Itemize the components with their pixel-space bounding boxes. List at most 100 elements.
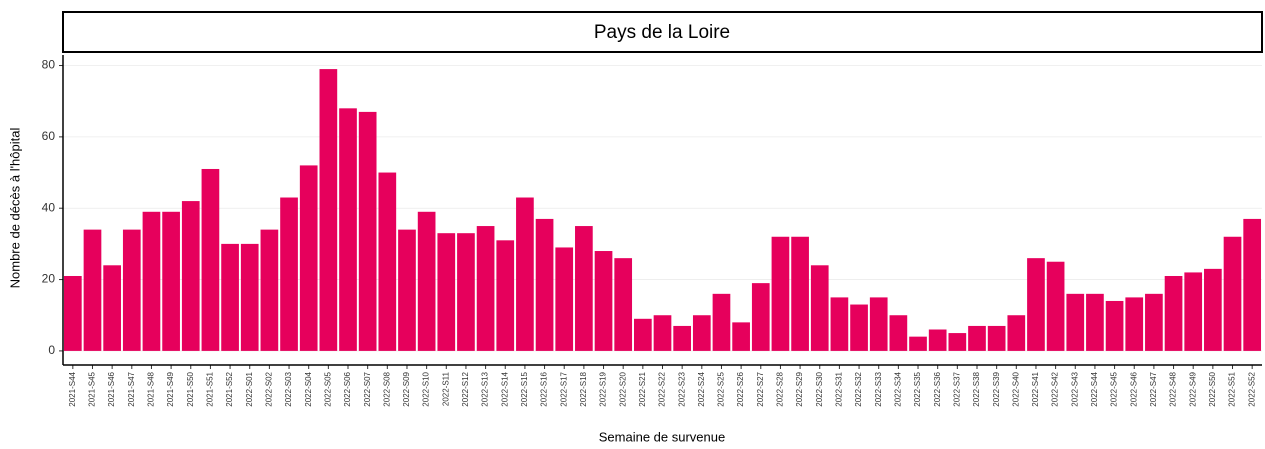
x-tick-label: 2022-S13 <box>481 371 490 406</box>
x-tick-label: 2022-S27 <box>756 371 765 406</box>
bar <box>653 315 672 351</box>
x-tick-label: 2022-S50 <box>1208 371 1217 406</box>
bar <box>692 315 711 351</box>
bar <box>889 315 908 351</box>
x-tick-label: 2022-S10 <box>422 371 431 406</box>
x-tick-label: 2022-S31 <box>835 371 844 406</box>
bar <box>594 251 613 351</box>
x-tick-label: 2022-S09 <box>402 371 411 406</box>
x-tick-label: 2021-S52 <box>225 371 234 406</box>
x-tick-label: 2022-S16 <box>540 371 549 406</box>
x-tick-label: 2021-S47 <box>127 371 136 406</box>
x-tick-label: 2022-S12 <box>461 371 470 406</box>
bar <box>221 243 239 351</box>
x-tick-label: 2022-S47 <box>1149 371 1158 406</box>
bar <box>240 243 259 351</box>
x-tick-label: 2022-S39 <box>992 371 1001 406</box>
bar <box>791 236 809 351</box>
x-tick-label: 2022-S25 <box>717 371 726 406</box>
chart-title: Pays de la Loire <box>594 22 730 43</box>
bar <box>181 201 200 351</box>
x-tick-label: 2022-S06 <box>343 371 352 406</box>
x-tick-label: 2021-S49 <box>166 371 175 406</box>
x-tick-label: 2022-S24 <box>697 371 706 406</box>
x-tick-label: 2022-S44 <box>1090 371 1099 406</box>
x-tick-label: 2022-S40 <box>1011 371 1020 406</box>
x-tick-label: 2022-S41 <box>1031 371 1040 406</box>
x-tick-label: 2022-S48 <box>1169 371 1178 406</box>
bar <box>476 226 495 351</box>
x-tick-label: 2021-S45 <box>88 371 97 406</box>
bar <box>457 233 475 351</box>
x-tick-label: 2022-S46 <box>1129 371 1138 406</box>
bar <box>122 229 141 351</box>
x-tick-label: 2022-S07 <box>363 371 372 406</box>
x-axis-label: Semaine de survenue <box>599 429 725 444</box>
bar <box>968 325 986 351</box>
x-tick-label: 2022-S45 <box>1110 371 1119 406</box>
bar <box>378 172 397 351</box>
x-tick-label: 2021-S46 <box>107 371 116 406</box>
bar <box>751 283 770 351</box>
bar <box>555 247 574 351</box>
x-tick-label: 2022-S20 <box>618 371 627 406</box>
bar <box>1145 293 1163 351</box>
x-tick-label: 2022-S32 <box>854 371 863 406</box>
x-tick-label: 2022-S14 <box>500 371 509 406</box>
x-tick-label: 2022-S37 <box>952 371 961 406</box>
x-tick-label: 2022-S51 <box>1228 371 1237 406</box>
bar <box>1243 218 1262 351</box>
x-tick-label: 2022-S52 <box>1247 371 1256 406</box>
bar <box>1046 261 1065 351</box>
bar <box>830 297 849 351</box>
x-tick-label: 2022-S03 <box>284 371 293 406</box>
bar <box>850 304 868 351</box>
bar <box>1125 297 1144 351</box>
bar <box>928 329 947 351</box>
bar <box>987 325 1006 351</box>
x-tick-label: 2022-S30 <box>815 371 824 406</box>
x-tick-label: 2021-S48 <box>147 371 156 406</box>
x-tick-label: 2022-S23 <box>677 371 686 406</box>
x-tick-label: 2021-S44 <box>68 371 77 406</box>
bar <box>633 318 652 351</box>
x-tick-label: 2022-S21 <box>638 371 647 406</box>
bar <box>1164 275 1183 351</box>
bar <box>810 265 829 351</box>
x-tick-label: 2022-S42 <box>1051 371 1060 406</box>
x-tick-label: 2022-S26 <box>736 371 745 406</box>
x-tick-label: 2022-S05 <box>323 371 332 406</box>
x-tick-label: 2022-S28 <box>776 371 785 406</box>
y-tick-label: 80 <box>42 58 56 72</box>
x-tick-label: 2022-S02 <box>264 371 273 406</box>
x-tick-label: 2022-S43 <box>1070 371 1079 406</box>
x-tick-label: 2021-S51 <box>206 371 215 406</box>
bar <box>398 229 416 351</box>
y-tick-label: 20 <box>42 272 56 286</box>
bar <box>142 211 161 351</box>
x-tick-label: 2022-S49 <box>1188 371 1197 406</box>
bar <box>673 325 692 351</box>
x-tick-label: 2022-S35 <box>913 371 922 406</box>
bar <box>496 240 515 351</box>
bar <box>1086 293 1104 351</box>
x-tick-label: 2022-S11 <box>441 371 450 406</box>
bar <box>732 322 750 351</box>
bar <box>1204 268 1222 351</box>
bar <box>417 211 436 351</box>
bar <box>869 297 888 351</box>
y-tick-label: 60 <box>42 129 56 143</box>
bar <box>516 197 534 351</box>
bar <box>260 229 279 351</box>
bar <box>63 275 82 351</box>
bar <box>535 218 554 351</box>
bar <box>319 69 338 351</box>
bar <box>1007 315 1026 351</box>
bar <box>299 165 318 351</box>
x-tick-label: 2022-S04 <box>304 371 313 406</box>
bar <box>1184 272 1203 351</box>
bar <box>162 211 180 351</box>
x-tick-label: 2022-S19 <box>599 371 608 406</box>
x-tick-label: 2022-S08 <box>382 371 391 406</box>
bar <box>83 229 102 351</box>
